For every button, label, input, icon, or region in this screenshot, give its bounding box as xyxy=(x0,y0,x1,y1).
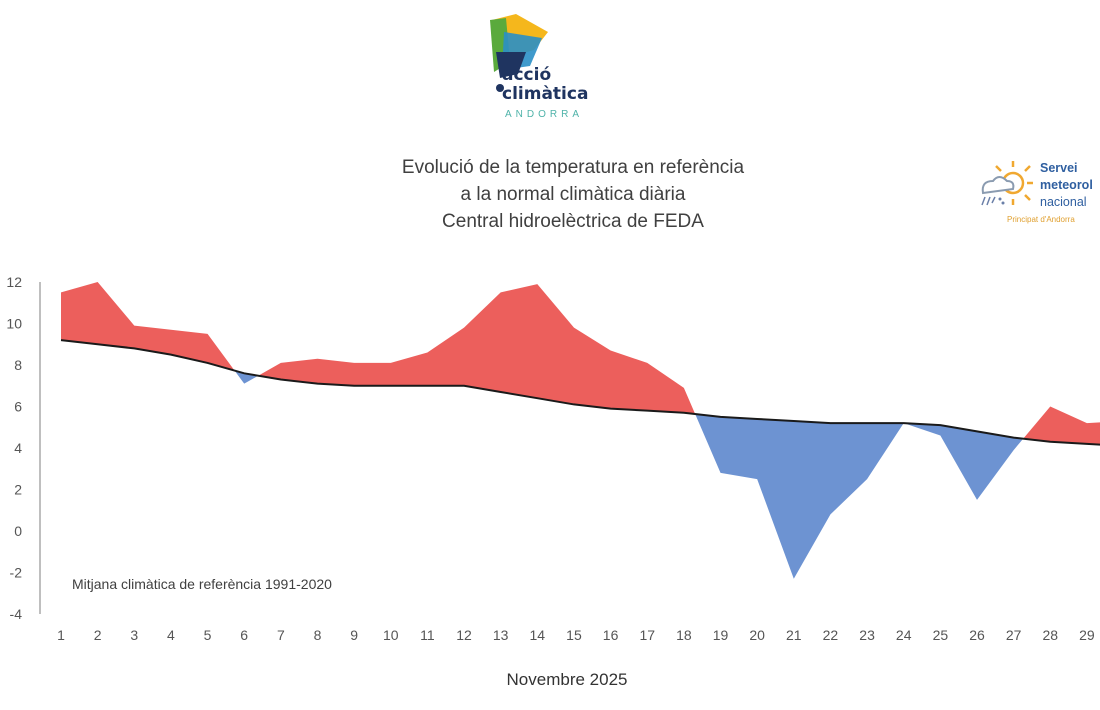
x-axis-label: Novembre 2025 xyxy=(506,670,628,689)
x-tick-label: 19 xyxy=(713,627,729,643)
x-tick-label: 12 xyxy=(456,627,472,643)
x-tick-label: 15 xyxy=(566,627,582,643)
y-tick-label: 8 xyxy=(14,357,22,373)
smn-line1: Servei xyxy=(1040,161,1078,175)
y-tick-label: 4 xyxy=(14,440,22,456)
x-tick-label: 10 xyxy=(383,627,399,643)
x-tick-label: 7 xyxy=(277,627,285,643)
y-tick-label: 2 xyxy=(14,482,22,498)
title-line2: a la normal climàtica diària xyxy=(460,184,686,205)
smn-line3: nacional xyxy=(1040,195,1087,209)
logo-text: acció climàtica xyxy=(502,66,588,104)
reference-annotation: Mitjana climàtica de referència 1991-202… xyxy=(72,576,332,592)
x-tick-label: 11 xyxy=(420,627,435,643)
below-normal-area xyxy=(61,340,1100,579)
x-tick-label: 2 xyxy=(94,627,102,643)
normal-line xyxy=(60,339,1100,446)
x-tick-label: 5 xyxy=(204,627,212,643)
x-tick-label: 22 xyxy=(823,627,839,643)
x-tick-label: 18 xyxy=(676,627,692,643)
y-tick-label: -2 xyxy=(10,565,23,581)
smn-line2: meteorol xyxy=(1040,178,1093,192)
x-tick-label: 24 xyxy=(896,627,912,643)
logo-subtitle: ANDORRA xyxy=(505,109,584,120)
x-tick-label: 1 xyxy=(57,627,65,643)
x-tick-label: 27 xyxy=(1006,627,1022,643)
sun-cloud-icon xyxy=(981,161,1033,206)
accio-climatica-logo xyxy=(490,14,548,92)
x-tick-label: 28 xyxy=(1042,627,1058,643)
logo-line1: acció xyxy=(502,65,552,85)
x-tick-label: 8 xyxy=(314,627,322,643)
y-tick-label: -4 xyxy=(10,606,23,622)
x-tick-label: 26 xyxy=(969,627,985,643)
above-normal-area xyxy=(61,282,1100,446)
x-tick-label: 9 xyxy=(350,627,358,643)
y-tick-label: 10 xyxy=(6,316,22,332)
smn-subtitle: Principat d'Andorra xyxy=(1007,215,1075,224)
logo-line2: climàtica xyxy=(502,84,589,104)
x-tick-label: 4 xyxy=(167,627,175,643)
x-tick-label: 16 xyxy=(603,627,619,643)
x-tick-label: 13 xyxy=(493,627,509,643)
title-line3: Central hidroelèctrica de FEDA xyxy=(442,211,704,232)
x-tick-label: 17 xyxy=(639,627,655,643)
y-tick-label: 12 xyxy=(6,274,22,290)
x-tick-label: 25 xyxy=(933,627,949,643)
y-tick-label: 0 xyxy=(14,523,22,539)
x-tick-label: 29 xyxy=(1079,627,1095,643)
x-tick-label: 21 xyxy=(786,627,802,643)
x-tick-label: 3 xyxy=(130,627,138,643)
x-tick-label: 14 xyxy=(530,627,546,643)
chart-title: Evolució de la temperatura en referència… xyxy=(300,154,846,235)
x-tick-label: 20 xyxy=(749,627,765,643)
x-tick-label: 23 xyxy=(859,627,875,643)
title-line1: Evolució de la temperatura en referència xyxy=(401,157,745,178)
x-tick-label: 6 xyxy=(240,627,248,643)
smn-text: Servei meteorol nacional xyxy=(1040,160,1093,211)
y-tick-label: 6 xyxy=(14,399,22,415)
